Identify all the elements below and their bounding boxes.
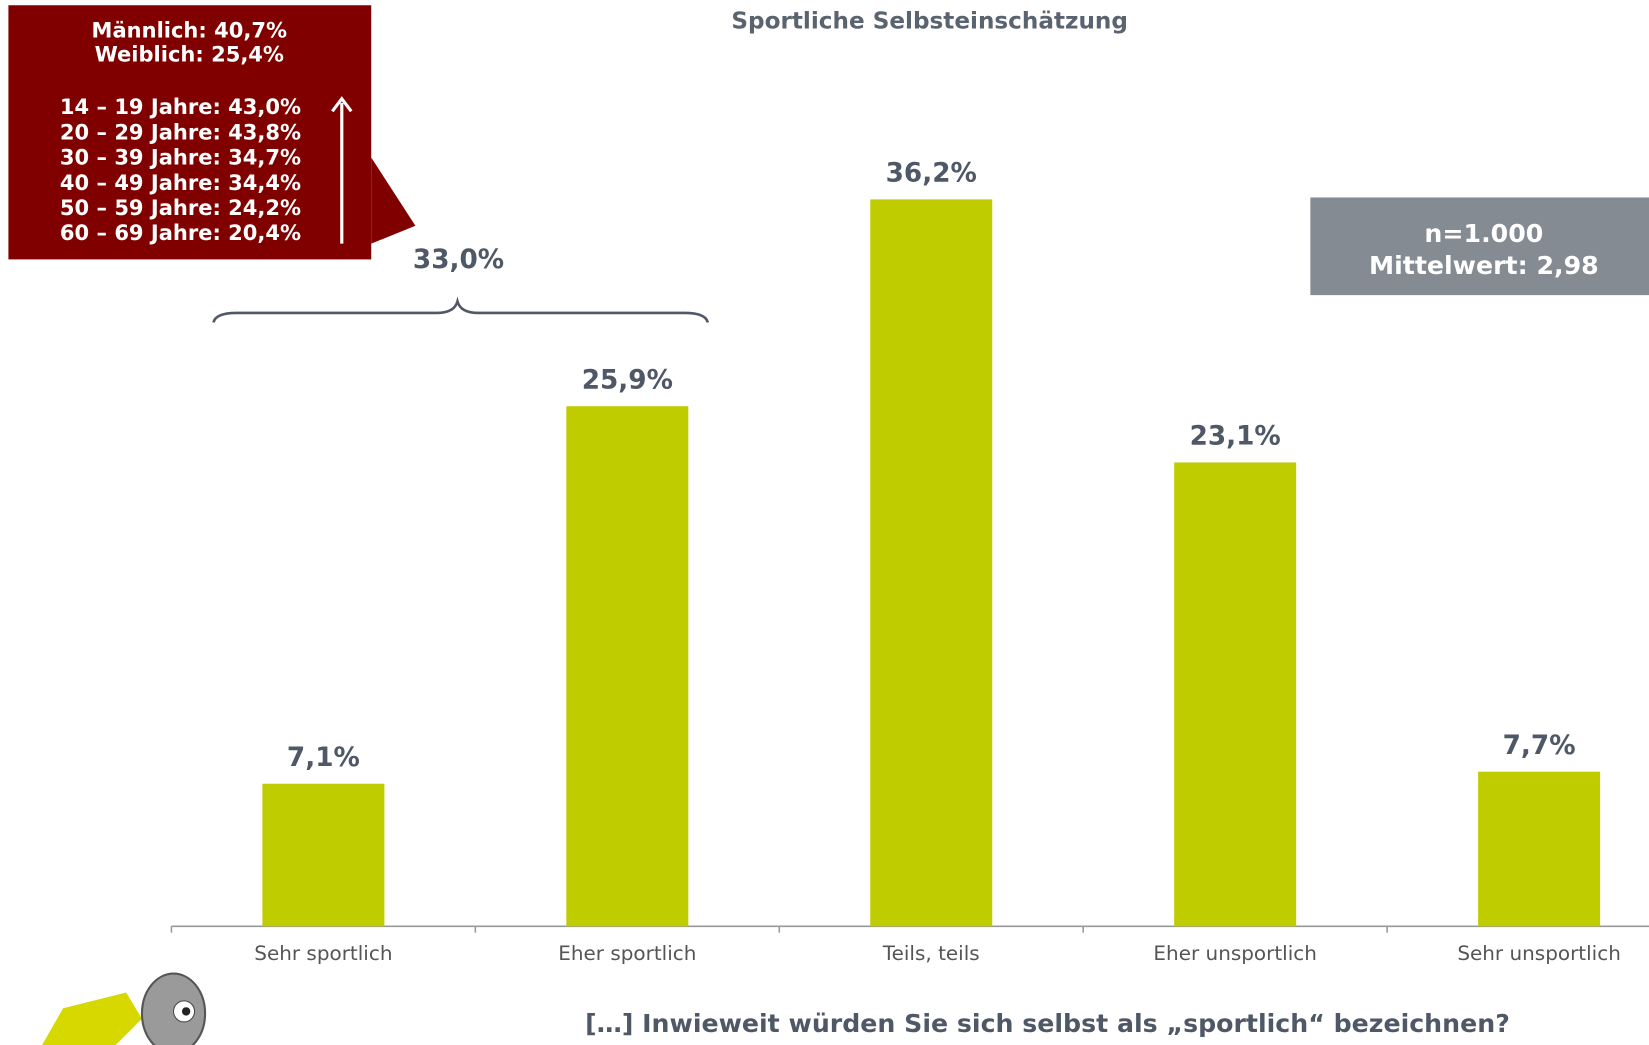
- bracket: [212, 296, 710, 323]
- chart-title: Sportliche Selbsteinschätzung: [731, 9, 1128, 35]
- bar: [1478, 771, 1601, 927]
- info-text: Mittelwert: 2,98: [1369, 251, 1599, 280]
- callout-box: [8, 5, 372, 260]
- callout-text: 40 – 49 Jahre: 34,4%: [60, 170, 301, 195]
- callout-arrow-head: [331, 96, 353, 113]
- callout-pointer: [371, 157, 416, 244]
- bar: [1174, 462, 1297, 927]
- callout-text: 60 – 69 Jahre: 20,4%: [60, 220, 301, 245]
- value-label: 23,1%: [1190, 422, 1281, 452]
- bar: [566, 406, 689, 927]
- callout-text: Männlich: 40,7%: [92, 18, 287, 43]
- bracket-label: 33,0%: [413, 245, 504, 275]
- value-label: 25,9%: [582, 366, 673, 396]
- x-tick-label: Sehr unsportlich: [1457, 941, 1621, 965]
- mascot: [42, 972, 207, 1045]
- callout-text: Weiblich: 25,4%: [95, 42, 284, 67]
- value-label: 7,1%: [287, 743, 360, 773]
- x-tick-label: Eher unsportlich: [1153, 941, 1316, 965]
- callout-text: 50 – 59 Jahre: 24,2%: [60, 195, 301, 220]
- value-label: 7,7%: [1503, 731, 1576, 761]
- callout-text: 20 – 29 Jahre: 43,8%: [60, 119, 301, 144]
- x-tick-label: Sehr sportlich: [254, 941, 392, 965]
- callout-text: 30 – 39 Jahre: 34,7%: [60, 145, 301, 170]
- info-box: [1310, 197, 1649, 296]
- bar: [870, 199, 993, 927]
- value-label: 36,2%: [886, 159, 977, 189]
- callout-text: 14 – 19 Jahre: 43,0%: [60, 94, 301, 119]
- info-text: n=1.000: [1424, 219, 1543, 248]
- x-tick-label: Teils, teils: [882, 941, 980, 965]
- bar: [262, 783, 385, 927]
- x-tick-label: Eher sportlich: [558, 941, 696, 965]
- question: […] Inwieweit würden Sie sich selbst als…: [585, 1009, 1510, 1038]
